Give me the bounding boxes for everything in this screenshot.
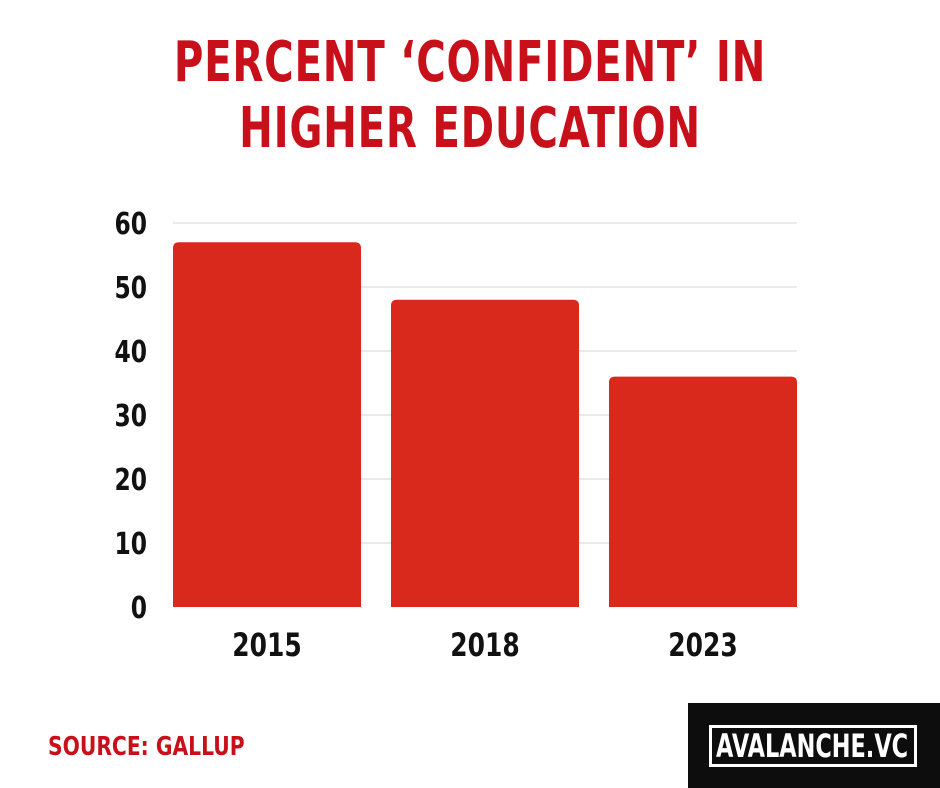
y-axis-ticks: 0 10 20 30 40 50 60 xyxy=(114,207,147,626)
chart-title: PERCENT ‘CONFIDENT’ IN HIGHER EDUCATION xyxy=(132,30,809,162)
y-tick-label: 0 xyxy=(131,591,147,626)
x-axis-labels: 2015 2018 2023 xyxy=(232,626,737,664)
bar-chart: 0 10 20 30 40 50 60 2015 2018 2023 xyxy=(114,207,797,664)
brand-logo-text: AVALANCHE.VC xyxy=(716,727,909,765)
y-tick-label: 50 xyxy=(114,271,147,306)
y-tick-label: 30 xyxy=(114,399,147,434)
source-note: SOURCE: GALLUP xyxy=(48,732,245,762)
y-tick-label: 60 xyxy=(114,207,147,242)
bar-2015 xyxy=(173,242,361,607)
x-tick-label: 2018 xyxy=(450,626,519,664)
brand-logo: AVALANCHE.VC xyxy=(688,703,940,788)
chart-title-line-1: PERCENT ‘CONFIDENT’ IN xyxy=(173,30,767,95)
x-tick-label: 2023 xyxy=(668,626,737,664)
bar-2023 xyxy=(609,376,797,607)
x-tick-label: 2015 xyxy=(232,626,301,664)
bar-2018 xyxy=(391,299,579,607)
y-tick-label: 10 xyxy=(114,527,147,562)
y-tick-label: 20 xyxy=(114,463,147,498)
bars xyxy=(173,242,797,607)
y-tick-label: 40 xyxy=(114,335,147,370)
brand-logo-frame: AVALANCHE.VC xyxy=(709,725,917,767)
chart-title-line-2: HIGHER EDUCATION xyxy=(239,96,701,161)
